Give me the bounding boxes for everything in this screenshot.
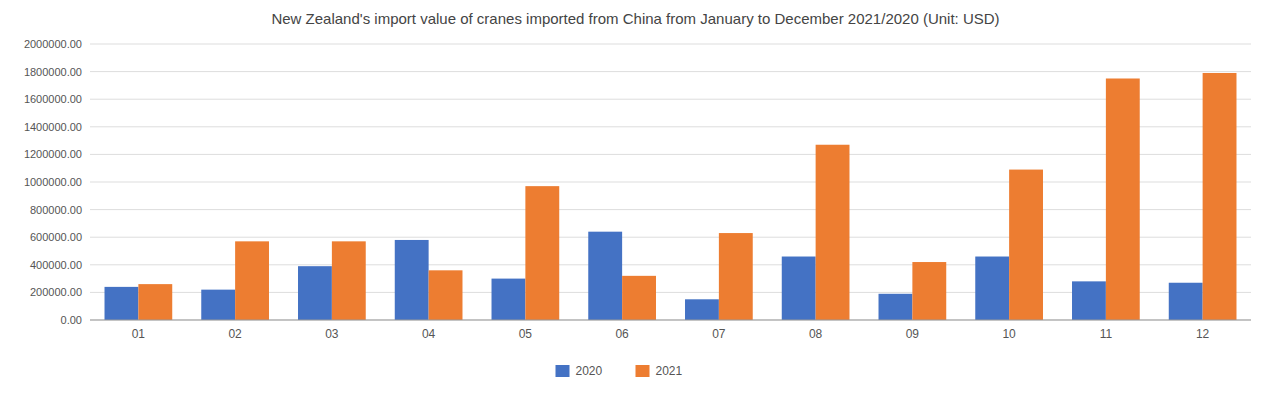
x-axis-line: [90, 320, 1251, 321]
y-tick-label: 400000.00: [30, 259, 82, 271]
bar: [912, 262, 946, 320]
bar: [975, 257, 1009, 320]
bar: [492, 279, 526, 320]
bar: [1106, 79, 1140, 321]
bar: [332, 241, 366, 320]
bar: [298, 266, 332, 320]
grid-line: [90, 99, 1251, 100]
bar: [525, 186, 559, 320]
legend-swatch: [556, 365, 570, 377]
x-axis: 01 02 03 04 05 06 07 08 09 10 11 12: [132, 327, 1210, 341]
y-tick-label: 1800000.00: [24, 66, 82, 78]
x-tick-label: 06: [615, 327, 629, 341]
x-tick-label: 03: [325, 327, 339, 341]
bars: [105, 73, 1237, 320]
bar: [1169, 283, 1203, 320]
bar: [588, 232, 622, 320]
x-tick-label: 08: [809, 327, 823, 341]
grid-line: [90, 320, 1251, 321]
bar: [395, 240, 429, 320]
bar: [138, 284, 172, 320]
bar: [105, 287, 139, 320]
bar: [235, 241, 269, 320]
x-tick-label: 10: [1002, 327, 1016, 341]
bar: [201, 290, 235, 320]
y-tick-label: 1600000.00: [24, 93, 82, 105]
bar: [816, 145, 850, 320]
y-tick-label: 800000.00: [30, 204, 82, 216]
x-tick-label: 07: [712, 327, 726, 341]
legend-swatch: [636, 365, 650, 377]
bar: [719, 233, 753, 320]
x-tick-label: 12: [1196, 327, 1210, 341]
x-tick-label: 09: [906, 327, 920, 341]
bar: [782, 257, 816, 320]
x-tick-label: 04: [422, 327, 436, 341]
chart-container: New Zealand's import value of cranes imp…: [0, 0, 1271, 413]
y-tick-label: 200000.00: [30, 286, 82, 298]
legend-label: 2021: [656, 364, 683, 378]
y-tick-label: 600000.00: [30, 231, 82, 243]
chart-svg: New Zealand's import value of cranes imp…: [0, 0, 1271, 413]
y-tick-label: 1200000.00: [24, 148, 82, 160]
chart-title: New Zealand's import value of cranes imp…: [271, 10, 999, 27]
grid-line: [90, 154, 1251, 155]
grid-line: [90, 209, 1251, 210]
legend: 2020 2021: [556, 364, 683, 378]
y-axis: 0.00 200000.00 400000.00 600000.00 800000.00…: [24, 38, 1251, 326]
y-tick-label: 0.00: [61, 314, 82, 326]
x-tick-label: 11: [1100, 327, 1113, 341]
grid-line: [90, 182, 1251, 183]
y-tick-label: 2000000.00: [24, 38, 82, 50]
bar: [1203, 73, 1237, 320]
grid-line: [90, 71, 1251, 72]
bar: [622, 276, 656, 320]
legend-label: 2020: [576, 364, 603, 378]
grid-line: [90, 126, 1251, 127]
bar: [685, 299, 719, 320]
bar: [429, 270, 463, 320]
y-tick-label: 1000000.00: [24, 176, 82, 188]
bar: [879, 294, 913, 320]
x-tick-label: 02: [228, 327, 242, 341]
grid-line: [90, 237, 1251, 238]
x-tick-label: 01: [132, 327, 146, 341]
bar: [1009, 170, 1043, 320]
x-tick-label: 05: [519, 327, 533, 341]
bar: [1072, 281, 1106, 320]
grid-line: [90, 44, 1251, 45]
y-tick-label: 1400000.00: [24, 121, 82, 133]
